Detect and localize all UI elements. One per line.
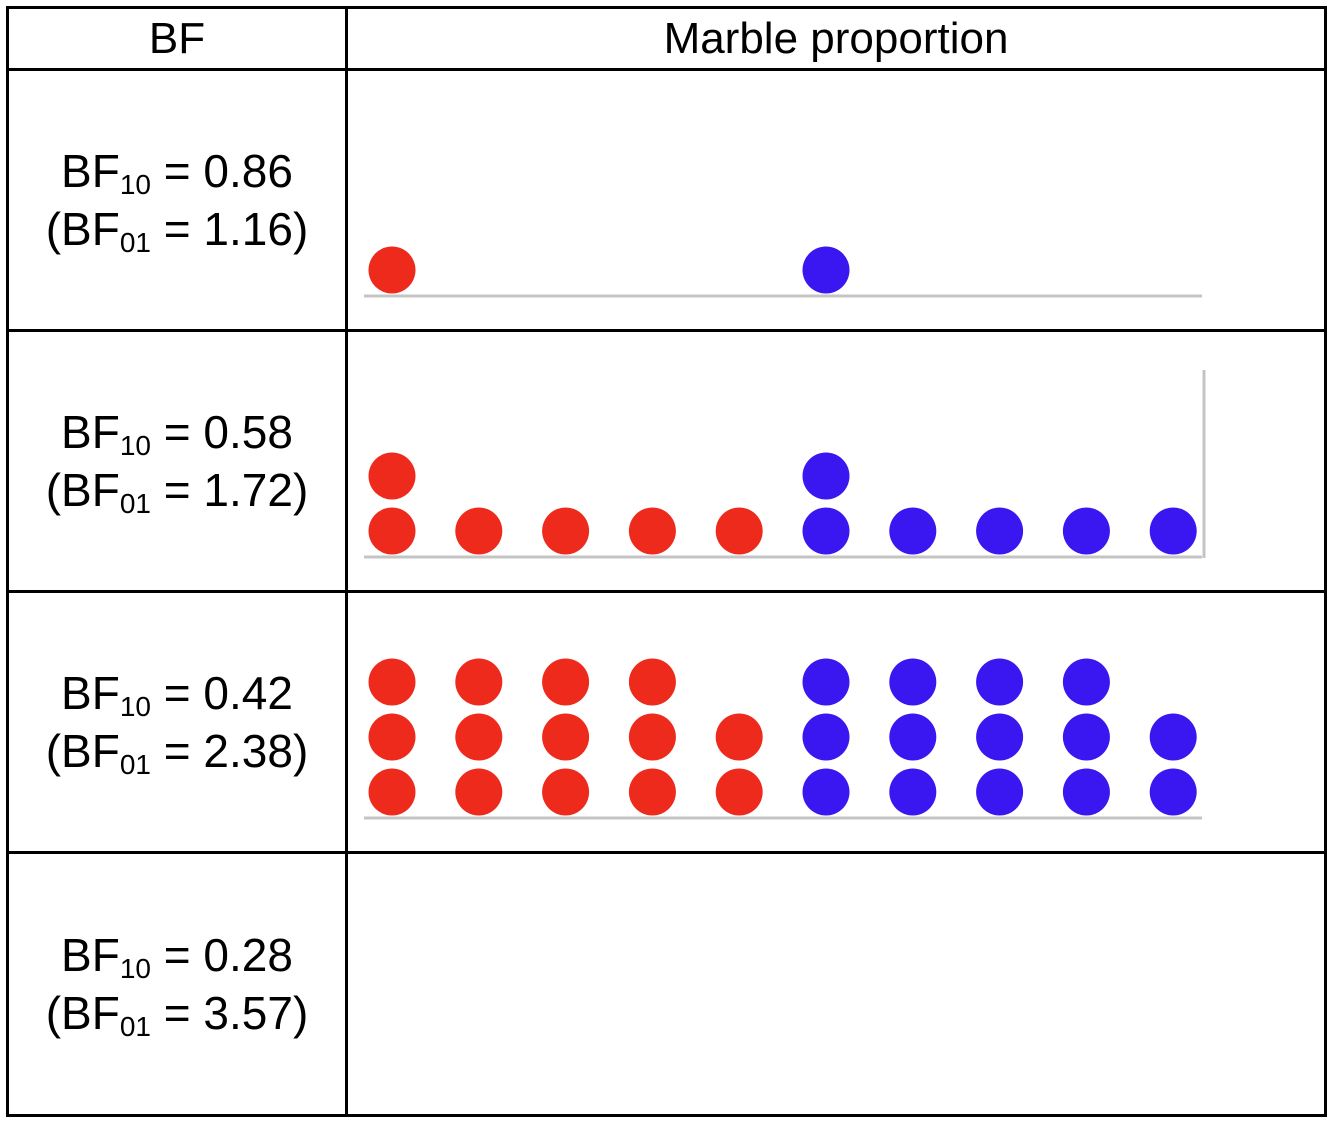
bf10-value: = 0.86 xyxy=(163,145,293,197)
blue-marble xyxy=(1062,768,1110,816)
header-bf-label: BF xyxy=(148,13,206,63)
red-marble xyxy=(715,713,763,761)
blue-marble xyxy=(802,507,850,555)
bf01-value: = 1.72) xyxy=(163,464,309,516)
bf01-prefix: (BF xyxy=(45,987,120,1039)
bf10-subscript: 10 xyxy=(119,953,151,984)
bf10-subscript: 10 xyxy=(119,691,151,722)
red-marble xyxy=(368,452,416,500)
bf10-subscript: 10 xyxy=(119,169,151,200)
bf-cell-row-4: BF10 = 0.28 (BF01 = 3.57) xyxy=(9,854,348,1114)
red-marble xyxy=(368,507,416,555)
bf10-line: BF10 = 0.86 xyxy=(61,142,293,200)
blue-marble xyxy=(1062,713,1110,761)
bf10-line: BF10 = 0.58 xyxy=(61,403,293,461)
header-marble-proportion: Marble proportion xyxy=(348,9,1324,71)
bf01-line: (BF01 = 3.57) xyxy=(46,984,309,1042)
blue-marble xyxy=(889,658,937,706)
blue-marble xyxy=(976,713,1024,761)
bf01-subscript: 01 xyxy=(119,1011,151,1042)
red-marble xyxy=(715,507,763,555)
red-marble xyxy=(455,507,503,555)
blue-marble xyxy=(802,768,850,816)
bf10-prefix: BF xyxy=(61,145,120,197)
bf10-prefix: BF xyxy=(61,929,120,981)
bf01-subscript: 01 xyxy=(119,749,151,780)
blue-marble xyxy=(1062,507,1110,555)
blue-marble xyxy=(889,768,937,816)
marble-diagram-row-2 xyxy=(364,370,1206,559)
blue-marble xyxy=(1062,658,1110,706)
bf01-prefix: (BF xyxy=(45,464,120,516)
bf01-value: = 1.16) xyxy=(163,203,309,255)
red-marble xyxy=(628,768,676,816)
red-marble xyxy=(368,768,416,816)
red-marble xyxy=(542,658,590,706)
bf01-subscript: 01 xyxy=(119,227,151,258)
bf01-subscript: 01 xyxy=(119,488,151,519)
blue-marble xyxy=(1149,507,1197,555)
blue-marble xyxy=(1149,713,1197,761)
blue-marble xyxy=(889,713,937,761)
bf-cell-row-3: BF10 = 0.42 (BF01 = 2.38) xyxy=(9,593,348,854)
bf-cell-row-2: BF10 = 0.58 (BF01 = 1.72) xyxy=(9,332,348,593)
bf10-value: = 0.42 xyxy=(163,667,293,719)
red-marble xyxy=(628,658,676,706)
red-marble xyxy=(455,768,503,816)
blue-marble xyxy=(802,452,850,500)
marble-diagram-row-4 xyxy=(348,854,1324,1112)
bf10-subscript: 10 xyxy=(119,430,151,461)
marble-cell-row-4 xyxy=(348,854,1324,1114)
marble-diagram-row-1 xyxy=(364,246,1202,298)
bf01-line: (BF01 = 1.16) xyxy=(46,200,309,258)
marble-cell-row-3 xyxy=(348,593,1324,854)
red-marble xyxy=(542,768,590,816)
bf01-value: = 2.38) xyxy=(163,725,309,777)
red-marble xyxy=(368,246,416,294)
marble-cell-row-2 xyxy=(348,332,1324,593)
red-marble xyxy=(628,507,676,555)
red-marble xyxy=(542,713,590,761)
bf01-line: (BF01 = 2.38) xyxy=(46,722,309,780)
bf10-value: = 0.28 xyxy=(163,929,293,981)
blue-marble xyxy=(976,658,1024,706)
blue-marble xyxy=(802,658,850,706)
red-marble xyxy=(455,713,503,761)
red-marble xyxy=(368,658,416,706)
bf10-line: BF10 = 0.42 xyxy=(61,664,293,722)
blue-marble xyxy=(976,768,1024,816)
bf10-prefix: BF xyxy=(61,406,120,458)
bf-marble-table: BF Marble proportion BF10 = 0.86 (BF01 =… xyxy=(6,6,1327,1117)
bf10-line: BF10 = 0.28 xyxy=(61,926,293,984)
bf01-prefix: (BF xyxy=(45,203,120,255)
bf01-prefix: (BF xyxy=(45,725,120,777)
red-marble xyxy=(542,507,590,555)
blue-marble xyxy=(1149,768,1197,816)
bf10-prefix: BF xyxy=(61,667,120,719)
blue-marble xyxy=(802,713,850,761)
bf01-value: = 3.57) xyxy=(163,987,309,1039)
blue-marble xyxy=(802,246,850,294)
red-marble xyxy=(455,658,503,706)
marble-cell-row-1 xyxy=(348,71,1324,332)
red-marble xyxy=(368,713,416,761)
header-marble-label: Marble proportion xyxy=(663,13,1009,63)
bf-cell-row-1: BF10 = 0.86 (BF01 = 1.16) xyxy=(9,71,348,332)
bf01-line: (BF01 = 1.72) xyxy=(46,461,309,519)
blue-marble xyxy=(889,507,937,555)
red-marble xyxy=(628,713,676,761)
blue-marble xyxy=(976,507,1024,555)
marble-diagram-row-3 xyxy=(364,658,1202,820)
header-bf: BF xyxy=(9,9,348,71)
bf10-value: = 0.58 xyxy=(163,406,293,458)
red-marble xyxy=(715,768,763,816)
